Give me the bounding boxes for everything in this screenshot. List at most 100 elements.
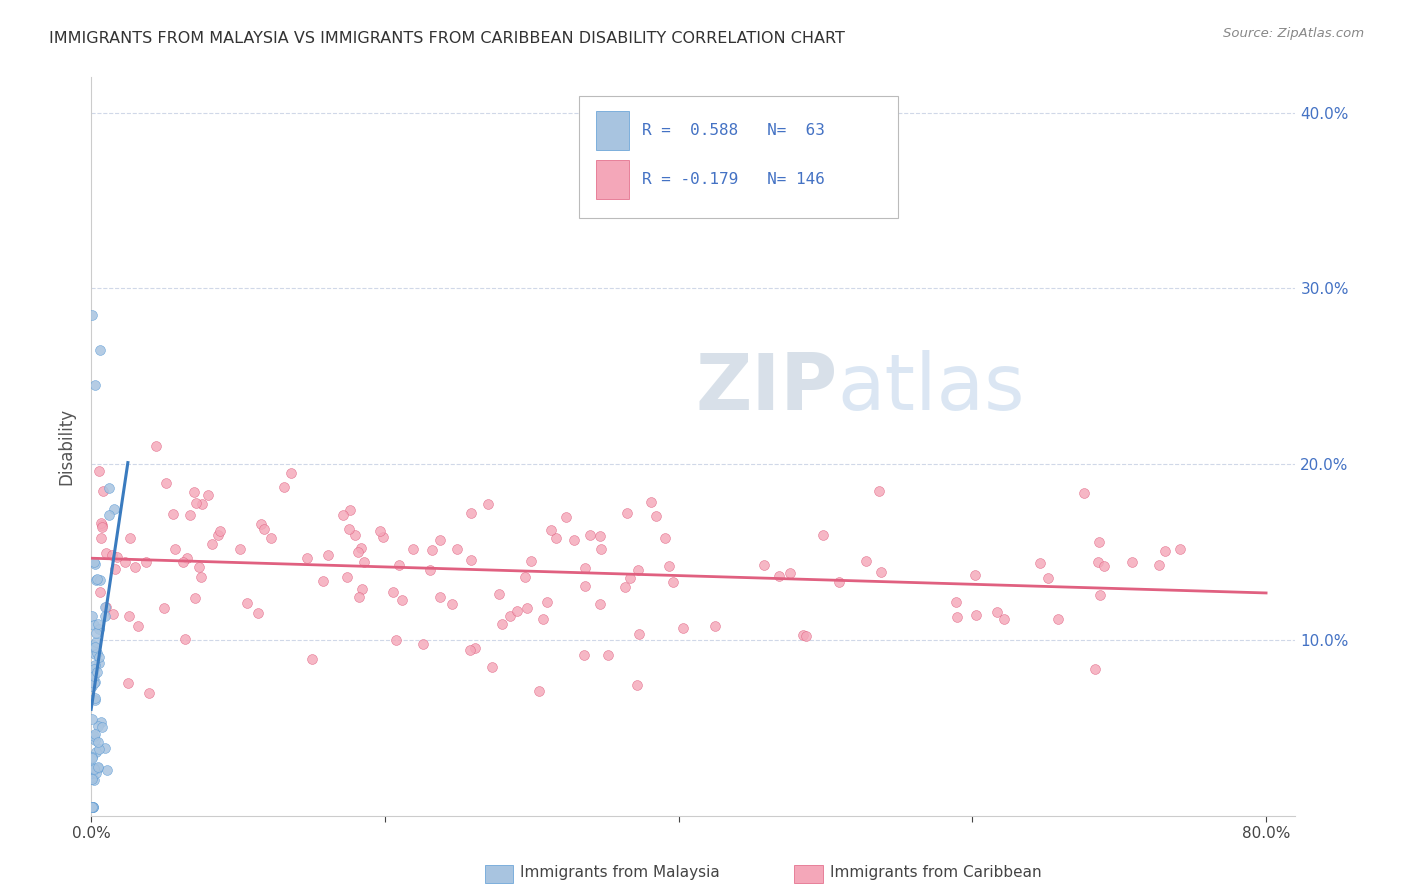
Point xyxy=(598,648,620,663)
Point xyxy=(1029,556,1052,570)
Point xyxy=(488,587,510,601)
Point xyxy=(80,308,103,322)
Point xyxy=(505,604,527,618)
Point xyxy=(82,638,104,652)
Point xyxy=(89,650,111,665)
Text: Source: ZipAtlas.com: Source: ZipAtlas.com xyxy=(1223,27,1364,40)
Point xyxy=(562,533,585,547)
Point xyxy=(1046,612,1069,626)
Point xyxy=(574,561,596,575)
Point xyxy=(90,532,112,546)
Point xyxy=(965,567,987,582)
Point xyxy=(83,763,105,777)
Point xyxy=(627,627,650,641)
Point xyxy=(83,676,105,690)
Y-axis label: Disability: Disability xyxy=(58,409,75,485)
Point xyxy=(94,599,117,614)
Point xyxy=(350,582,373,596)
Point xyxy=(179,508,201,522)
Point xyxy=(1084,662,1107,676)
Point xyxy=(83,378,105,392)
Point xyxy=(83,658,105,673)
Point xyxy=(87,742,110,756)
Point xyxy=(82,765,104,780)
Point xyxy=(229,542,252,557)
Point xyxy=(105,550,128,565)
Point xyxy=(388,558,411,572)
Point xyxy=(259,531,281,545)
Point xyxy=(662,574,685,589)
Point xyxy=(135,555,157,569)
Point xyxy=(332,508,354,523)
Point xyxy=(412,637,434,651)
Point xyxy=(94,545,117,559)
Point xyxy=(986,605,1008,619)
Point xyxy=(589,529,612,543)
Point xyxy=(183,591,205,605)
Point xyxy=(127,619,149,633)
Point xyxy=(83,555,105,569)
Point xyxy=(124,560,146,574)
Point xyxy=(499,609,522,624)
Point xyxy=(945,595,967,609)
Point xyxy=(811,528,834,542)
Point xyxy=(1087,555,1109,569)
Point xyxy=(555,510,578,524)
Point xyxy=(93,484,115,499)
Point xyxy=(80,608,103,623)
Point xyxy=(792,628,814,642)
Point xyxy=(87,622,110,636)
Point xyxy=(533,611,555,625)
Point xyxy=(80,679,103,693)
Point xyxy=(1153,543,1175,558)
Point xyxy=(339,522,361,536)
Point xyxy=(87,761,110,775)
Point xyxy=(385,633,408,648)
Point xyxy=(768,569,790,583)
Point xyxy=(89,343,111,357)
Point xyxy=(103,501,125,516)
Point xyxy=(613,580,636,594)
Point xyxy=(654,531,676,545)
Point xyxy=(82,800,104,814)
Point xyxy=(84,558,107,572)
Point xyxy=(187,560,209,574)
Point xyxy=(80,770,103,784)
Point xyxy=(162,508,184,522)
Point xyxy=(84,626,107,640)
Point xyxy=(208,524,231,539)
Point xyxy=(80,772,103,786)
Point xyxy=(83,617,105,632)
Point xyxy=(946,610,969,624)
Point xyxy=(87,760,110,774)
Text: Immigrants from Malaysia: Immigrants from Malaysia xyxy=(520,865,720,880)
Point xyxy=(491,616,513,631)
Point xyxy=(343,528,366,542)
Point xyxy=(579,527,602,541)
Point xyxy=(82,800,104,814)
Point xyxy=(83,691,105,706)
Point xyxy=(90,715,112,730)
Point xyxy=(391,593,413,607)
Point xyxy=(82,667,104,681)
Point xyxy=(94,741,117,756)
Point xyxy=(516,601,538,615)
Point xyxy=(1092,558,1115,573)
Point xyxy=(779,566,801,580)
Point xyxy=(207,528,229,542)
Point xyxy=(83,761,105,775)
Point xyxy=(84,675,107,690)
Point xyxy=(350,541,373,555)
Point xyxy=(86,719,108,733)
Point xyxy=(250,516,273,531)
Point xyxy=(91,518,114,533)
Point xyxy=(83,662,105,676)
Point xyxy=(252,522,274,536)
Point xyxy=(89,585,111,599)
Text: R = -0.179   N= 146: R = -0.179 N= 146 xyxy=(641,172,824,186)
Point xyxy=(97,508,120,522)
Point xyxy=(591,542,613,557)
Point xyxy=(117,676,139,690)
Point xyxy=(280,466,302,480)
Point xyxy=(83,647,105,661)
